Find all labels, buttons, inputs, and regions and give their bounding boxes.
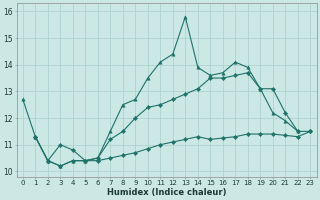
X-axis label: Humidex (Indice chaleur): Humidex (Indice chaleur) — [107, 188, 226, 197]
